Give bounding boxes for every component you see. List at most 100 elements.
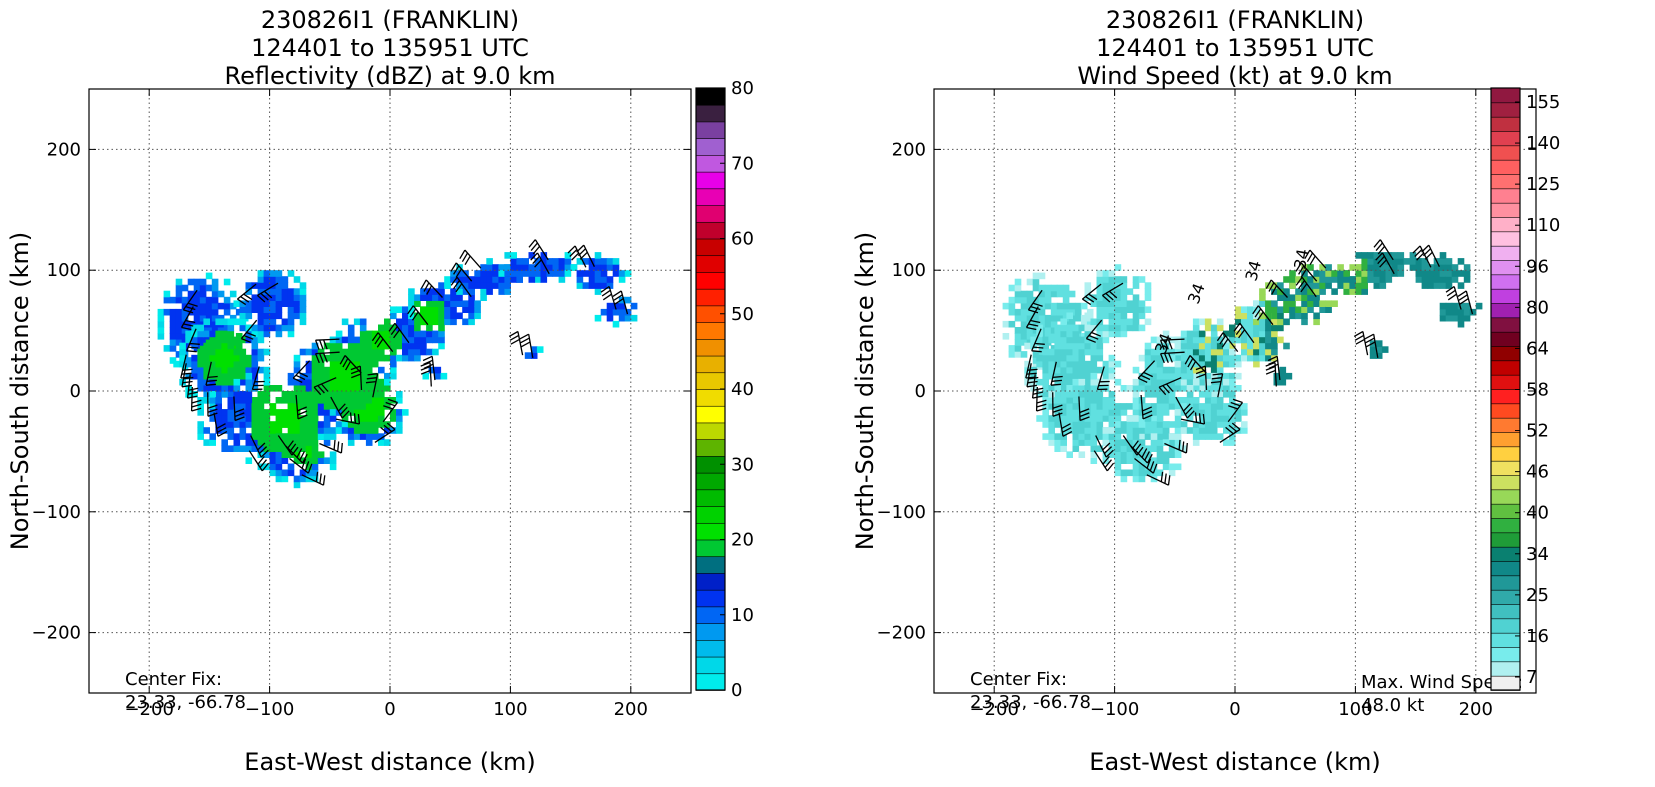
wind-barb-flag — [1032, 302, 1043, 307]
field-cell — [175, 278, 183, 286]
field-cell — [329, 342, 337, 350]
field-cell — [1108, 288, 1116, 295]
field-cell — [432, 300, 439, 307]
field-cell — [468, 318, 475, 326]
field-cell — [1096, 433, 1104, 440]
field-cell — [1229, 439, 1236, 446]
field-cell — [335, 421, 343, 428]
field-cell — [1126, 445, 1134, 452]
field-cell — [1132, 276, 1140, 283]
field-cell — [263, 439, 271, 446]
field-cell — [193, 290, 201, 298]
field-cell — [1102, 330, 1110, 338]
field-cell — [1223, 427, 1230, 434]
field-cell — [1114, 415, 1122, 422]
field-cell — [1343, 270, 1350, 277]
field-cell — [215, 360, 222, 368]
field-cell — [287, 445, 295, 452]
field-cell — [251, 445, 259, 452]
field-cell — [1048, 354, 1055, 362]
wind-barb-flag — [1300, 283, 1308, 293]
wind-barb-flag — [1377, 245, 1386, 255]
colorbar-swatch — [1490, 102, 1521, 118]
field-cell — [1325, 264, 1332, 271]
field-cell — [1265, 312, 1272, 320]
field-cell — [1138, 427, 1146, 434]
wind-barb-staff — [1219, 428, 1241, 443]
field-cell — [221, 439, 228, 446]
field-cell — [1192, 336, 1200, 344]
field-cell — [1138, 378, 1146, 386]
field-cell — [1078, 409, 1086, 416]
field-cell — [1042, 385, 1049, 392]
field-cell — [1439, 308, 1447, 316]
x-tick-label: 200 — [614, 699, 648, 720]
field-cell — [1168, 397, 1176, 404]
field-cell — [1038, 290, 1046, 298]
wind-barb-flag — [612, 290, 622, 297]
field-cell — [1144, 433, 1152, 440]
field-cell — [1096, 306, 1104, 313]
field-cell — [275, 312, 283, 320]
field-cell — [1301, 276, 1308, 283]
wind-barb-flag — [341, 410, 350, 419]
field-cell — [1068, 320, 1076, 328]
field-cell — [378, 433, 385, 440]
field-cell — [492, 276, 499, 283]
field-cell — [1042, 360, 1049, 368]
field-cell — [378, 421, 385, 428]
field-cell — [530, 352, 538, 359]
field-cell — [269, 270, 277, 277]
field-cell — [1096, 288, 1104, 295]
field-cell — [1198, 409, 1206, 416]
field-cell — [251, 354, 259, 362]
wind-barb-flag — [1457, 290, 1467, 297]
field-cell — [594, 264, 602, 271]
colorbar-swatch — [1490, 560, 1521, 577]
field-cell — [1210, 324, 1218, 332]
wind-barb-staff — [1025, 306, 1039, 328]
field-cell — [1060, 421, 1067, 428]
field-cell — [606, 282, 614, 289]
wind-barb-flag — [321, 383, 329, 392]
wind-barb-flag — [259, 459, 268, 468]
wind-barb-flag — [1198, 413, 1202, 424]
field-cell — [209, 372, 216, 380]
field-cell — [1198, 421, 1206, 428]
field-cell — [197, 336, 204, 344]
field-cell — [1138, 439, 1146, 446]
field-cell — [1144, 415, 1152, 422]
field-cell — [211, 308, 219, 316]
field-cell — [299, 397, 307, 404]
field-cell — [1271, 348, 1278, 356]
field-cell — [203, 348, 210, 356]
field-cell — [426, 324, 433, 332]
field-cell — [1313, 312, 1320, 320]
field-cell — [305, 445, 313, 452]
field-cell — [197, 354, 204, 362]
field-cell — [193, 278, 201, 286]
field-cell — [1241, 342, 1248, 350]
field-cell — [257, 433, 265, 440]
field-cell — [378, 409, 385, 416]
field-cell — [1259, 342, 1266, 350]
field-cell — [359, 409, 367, 416]
field-cell — [311, 475, 319, 483]
field-cell — [179, 342, 186, 350]
field-cell — [293, 294, 301, 301]
wind-speed-field — [1002, 252, 1483, 483]
field-cell — [1102, 439, 1110, 446]
field-cell — [239, 366, 247, 374]
field-cell — [1265, 354, 1272, 362]
field-cell — [1439, 270, 1447, 277]
field-cell — [1074, 302, 1082, 310]
wind-barb-staff — [181, 363, 187, 387]
field-cell — [414, 324, 421, 332]
field-cell — [1253, 336, 1260, 344]
field-cell — [1192, 385, 1200, 392]
field-cell — [1072, 348, 1080, 356]
field-cell — [1078, 342, 1086, 350]
field-cell — [1150, 360, 1158, 368]
field-cell — [1080, 320, 1088, 328]
field-cell — [209, 397, 216, 404]
